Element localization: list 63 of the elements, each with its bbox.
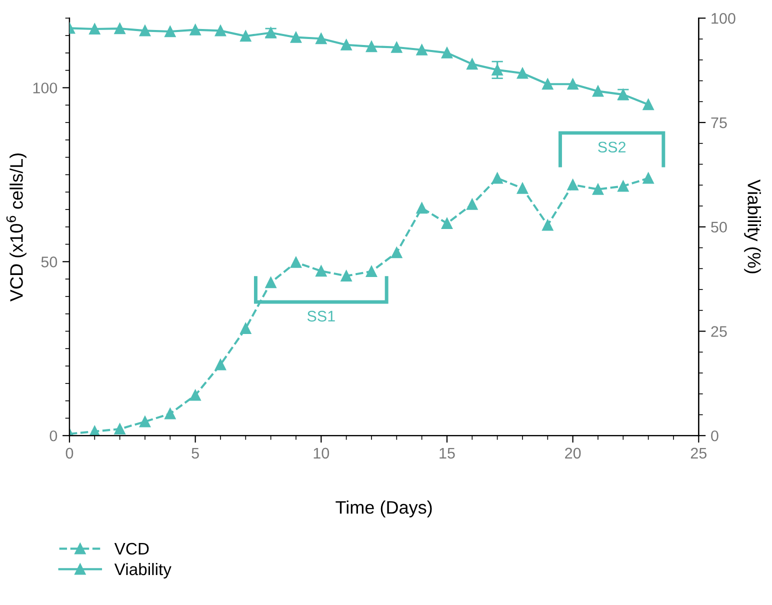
- x-tick-label: 10: [314, 448, 330, 459]
- point: [416, 202, 428, 214]
- point: [542, 78, 554, 90]
- point: [240, 30, 252, 42]
- point: [441, 47, 453, 58]
- point: [164, 26, 176, 38]
- point: [340, 39, 352, 50]
- point: [190, 390, 201, 401]
- y2-tick-label: 25: [711, 326, 727, 337]
- y2-tick-label: 75: [711, 118, 727, 128]
- x-tick-label: 25: [690, 448, 707, 459]
- x-tick-label: 0: [66, 448, 74, 459]
- point: [290, 32, 302, 43]
- legend-label: VCD: [114, 542, 149, 555]
- point: [492, 172, 503, 184]
- point: [391, 247, 402, 258]
- point: [441, 218, 453, 229]
- x-tick-label: 20: [565, 448, 581, 459]
- point: [642, 99, 654, 110]
- point: [114, 23, 126, 34]
- point: [366, 266, 378, 277]
- point: [466, 198, 478, 210]
- point: [416, 44, 428, 56]
- point: [516, 68, 528, 79]
- point: [139, 25, 151, 36]
- point: [190, 24, 201, 36]
- y2-axis-title: Viability (%): [744, 179, 761, 274]
- point: [516, 182, 528, 194]
- point: [466, 58, 478, 70]
- annotation: SS2: [598, 142, 626, 153]
- y-tick-label: 50: [41, 256, 58, 268]
- point: [642, 172, 654, 184]
- point: [265, 276, 276, 288]
- y-tick-label: 100: [33, 82, 58, 94]
- y2-tick-label: 100: [712, 13, 736, 24]
- point: [214, 25, 226, 36]
- point: [316, 266, 327, 277]
- point: [240, 322, 252, 334]
- point: [316, 33, 327, 44]
- point: [114, 423, 126, 435]
- point: [214, 359, 226, 370]
- y2-tick-label: 0: [711, 430, 718, 442]
- y2-tick-label: 50: [711, 222, 727, 233]
- x-axis-title: Time (Days): [336, 500, 432, 518]
- point: [567, 78, 578, 90]
- point: [592, 184, 604, 195]
- y-tick-label: 0: [50, 430, 58, 442]
- y-axis-title: VCD (x10$^{6}$ cells/L): [6, 153, 26, 302]
- point: [89, 23, 100, 35]
- point: [391, 42, 402, 53]
- legend-label: Viability: [114, 562, 172, 579]
- point: [542, 220, 554, 231]
- point: [592, 86, 604, 97]
- point: [290, 256, 302, 268]
- point: [366, 40, 378, 52]
- point: [164, 408, 176, 420]
- point: [340, 270, 352, 282]
- point: [618, 180, 629, 192]
- point: [567, 179, 578, 190]
- x-tick-label: 15: [440, 448, 455, 459]
- annotation: SS1: [307, 310, 335, 322]
- point: [139, 416, 151, 428]
- x-tick-label: 5: [192, 448, 199, 459]
